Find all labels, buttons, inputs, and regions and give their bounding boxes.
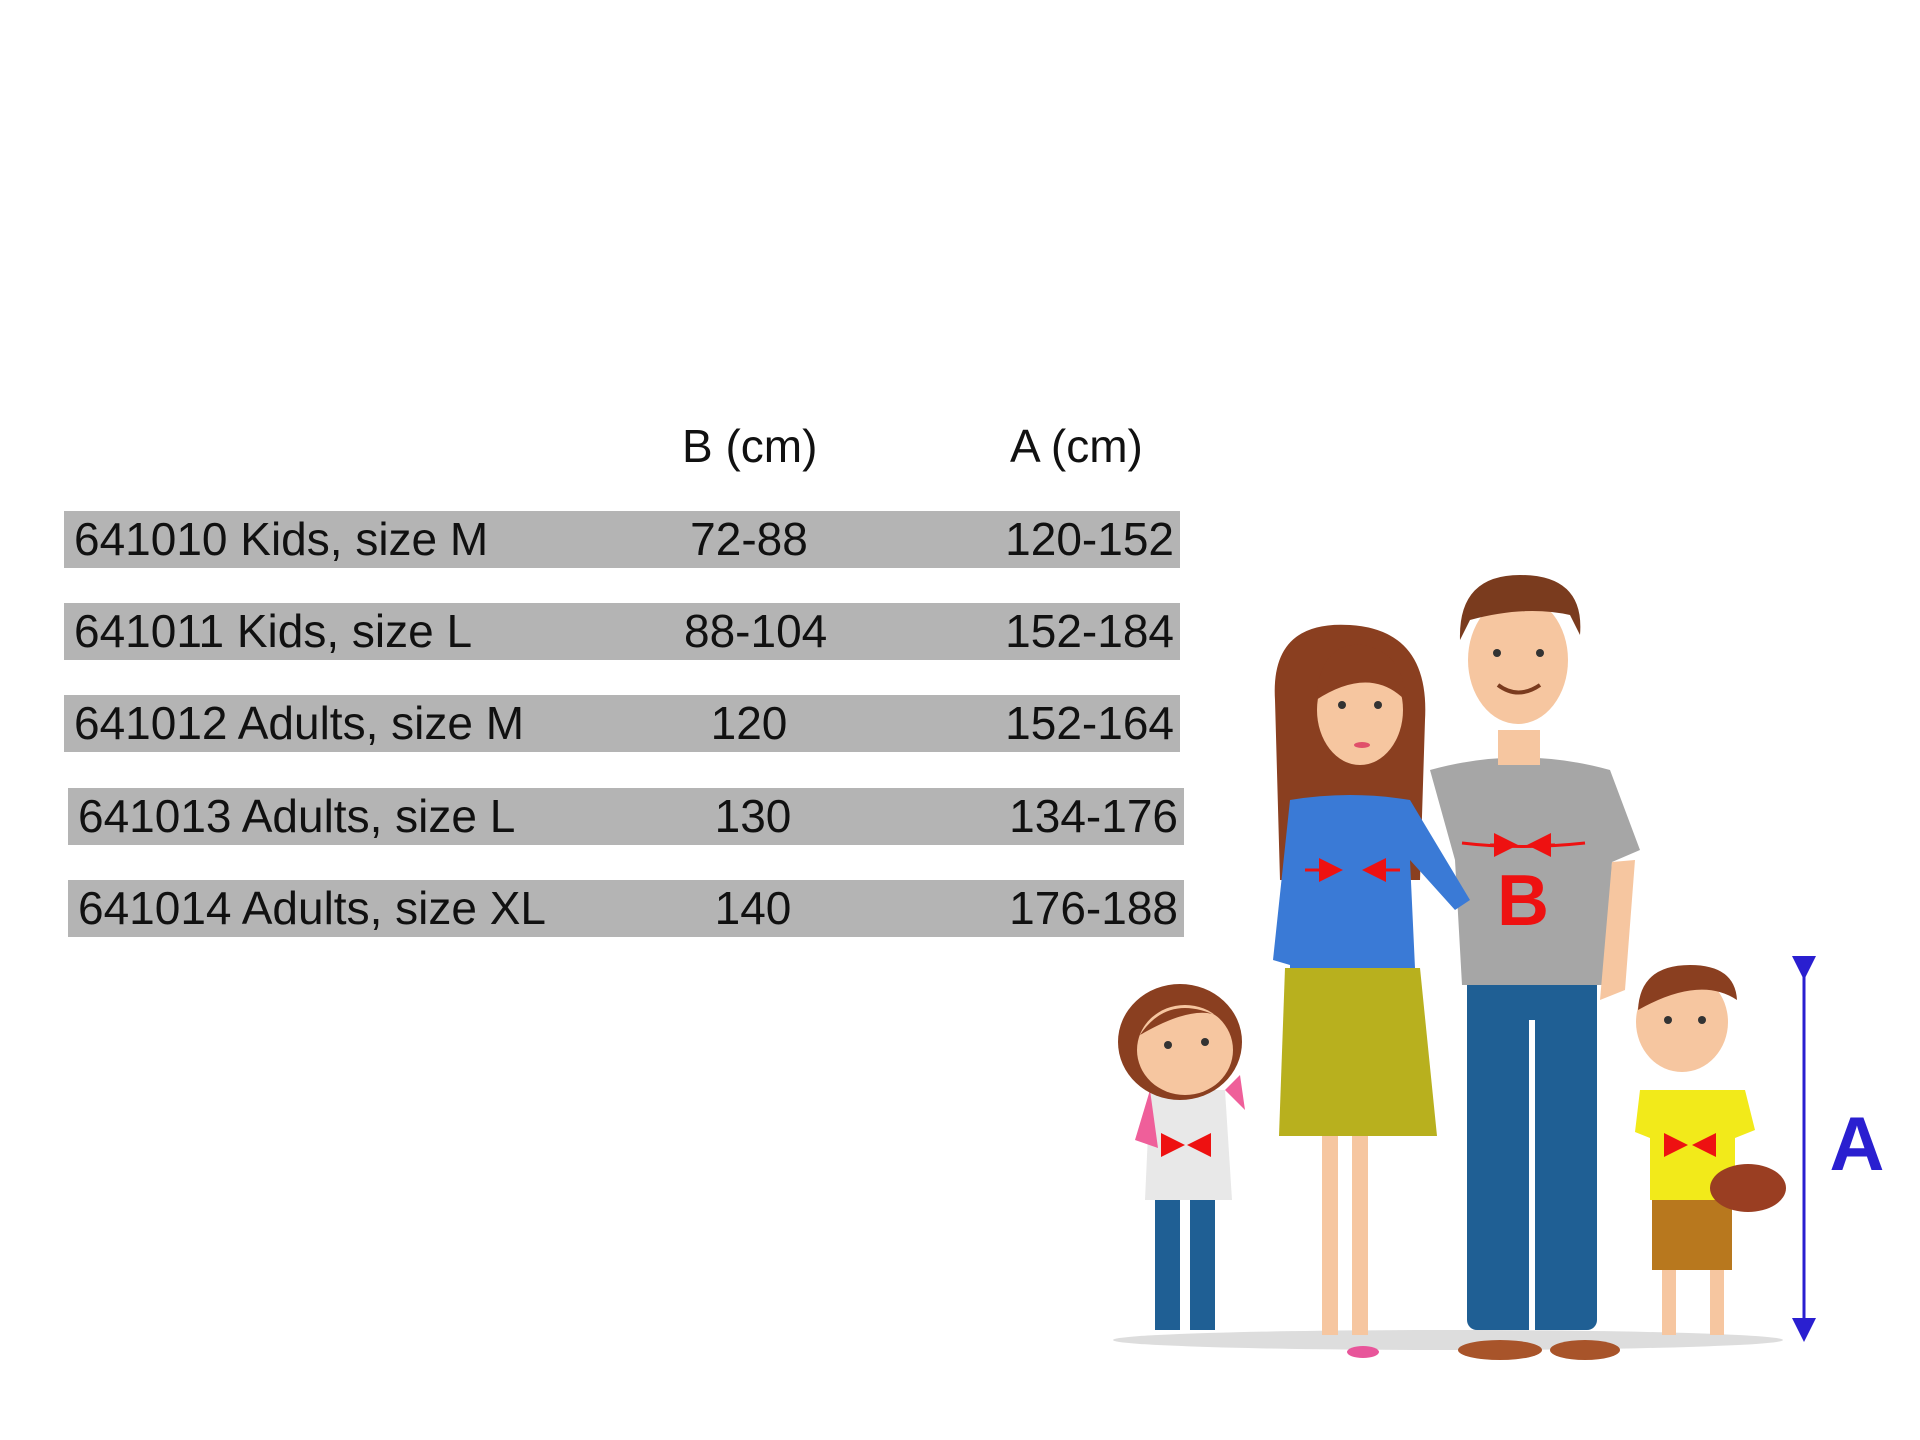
header-b: B (cm) [682,420,818,472]
row-a: 152-164 [1005,697,1174,749]
row-a: 152-184 [1005,605,1174,657]
boy-figure [1635,965,1786,1335]
row-b: 130 [714,790,792,842]
football [1710,1164,1786,1212]
row-b: 72-88 [690,513,808,565]
row-a: 120-152 [1005,513,1174,565]
row-name: 641013 Adults, size L [78,790,516,842]
table-row: 641010 Kids, size M 72-88 120-152 [64,511,1180,568]
row-a: 176-188 [1009,882,1178,934]
header-a: A (cm) [1010,420,1143,472]
table-row: 641012 Adults, size M 120 152-164 [64,695,1180,752]
row-b: 88-104 [684,605,828,657]
ground-shadow [1113,1330,1783,1350]
table-row: 641013 Adults, size L 130 134-176 [68,788,1184,845]
label-b: B [1497,861,1549,941]
row-name: 641012 Adults, size M [74,697,525,749]
father-figure [1430,575,1640,1360]
mother-figure [1273,624,1470,1358]
row-name: 641010 Kids, size M [74,513,489,565]
row-b: 140 [714,882,792,934]
table-row: 641014 Adults, size XL 140 176-188 [68,880,1184,937]
girl-figure [1118,984,1245,1330]
label-a: A [1830,1102,1885,1187]
row-name: 641014 Adults, size XL [78,882,546,934]
row-b: 120 [710,697,788,749]
row-a: 134-176 [1009,790,1178,842]
table-row: 641011 Kids, size L 88-104 152-184 [64,603,1180,660]
row-name: 641011 Kids, size L [74,605,473,657]
